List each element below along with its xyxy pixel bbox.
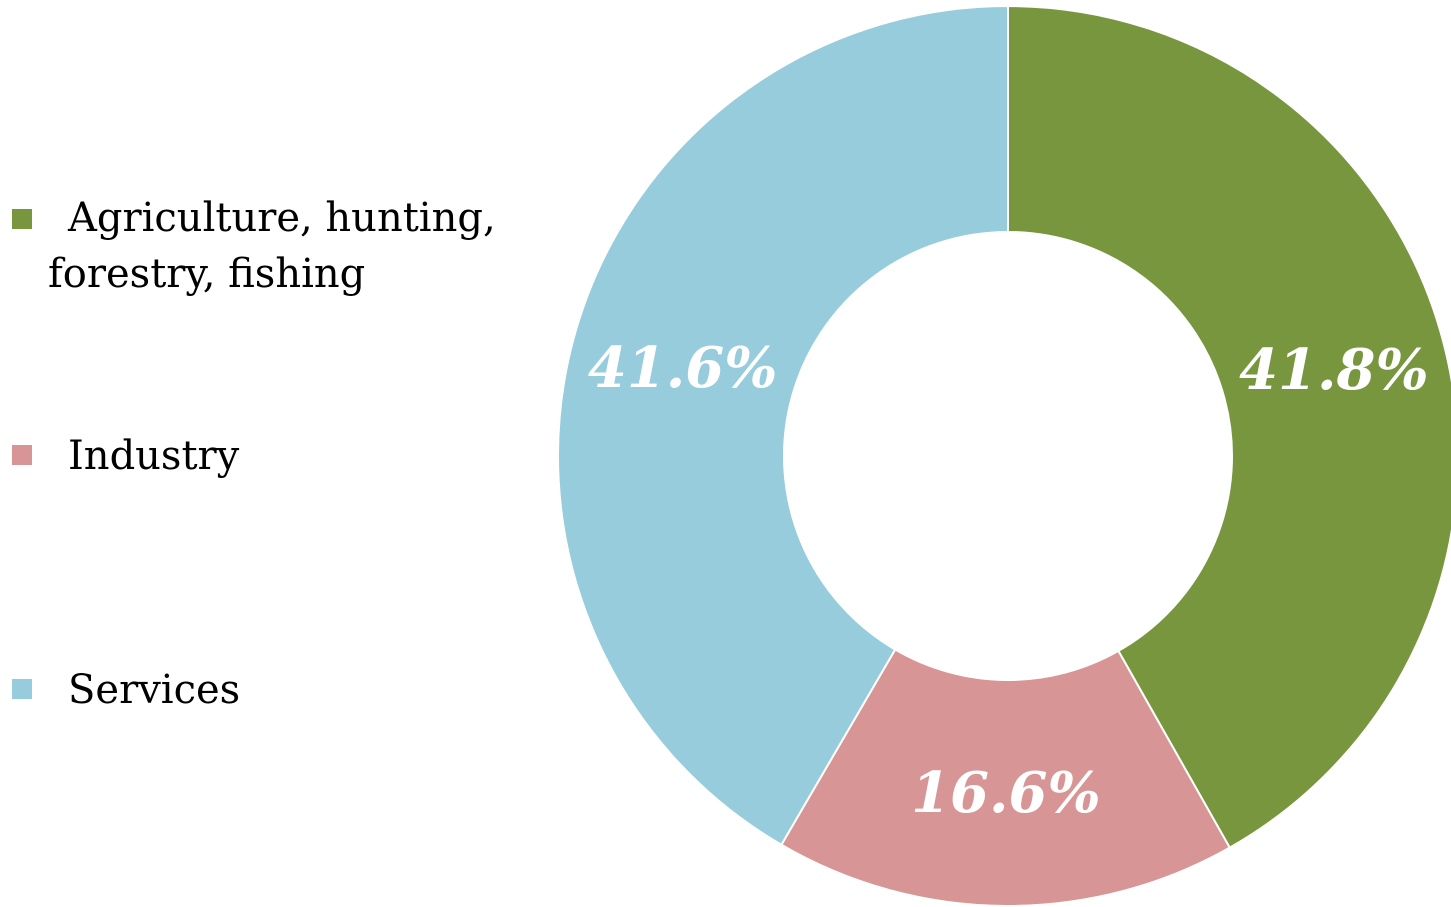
data-label-agriculture: 41.8% (1239, 337, 1429, 403)
slice-industry (780, 648, 1232, 907)
doughnut-data-labels: 41.8% 16.6% 41.6% (588, 335, 1429, 826)
legend-swatch-industry (12, 445, 32, 465)
slice-agriculture (1007, 4, 1451, 849)
legend-label-industry: Industry (68, 433, 240, 479)
doughnut-slices (557, 4, 1451, 907)
chart-legend: Agriculture, hunting, forestry, fishing … (0, 0, 540, 907)
legend-label-agriculture: Agriculture, hunting, forestry, fishing (48, 195, 496, 297)
data-label-industry: 16.6% (911, 760, 1101, 826)
legend-swatch-services (12, 679, 32, 699)
slice-services (557, 4, 1009, 847)
legend-label-services: Services (68, 667, 241, 713)
data-label-services: 41.6% (588, 335, 778, 401)
legend-swatch-agriculture (12, 209, 32, 229)
